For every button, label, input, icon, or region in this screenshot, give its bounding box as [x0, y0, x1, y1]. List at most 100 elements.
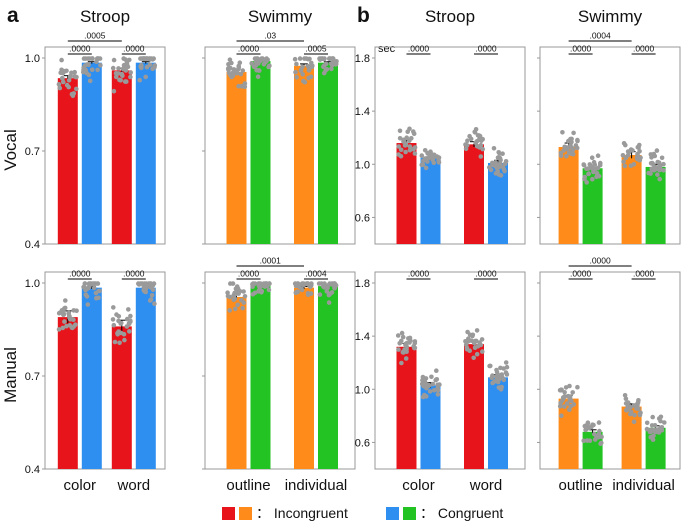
data-dot — [58, 310, 63, 315]
bar-word-incongruent — [111, 70, 132, 245]
data-dot — [474, 328, 480, 333]
data-dot — [411, 131, 417, 136]
data-dot — [266, 287, 272, 293]
data-dot — [225, 290, 230, 296]
data-dot — [227, 294, 233, 300]
data-dot — [637, 142, 642, 148]
data-dot — [650, 414, 655, 420]
data-dot — [474, 351, 480, 357]
bar-color-incongruent — [57, 78, 78, 245]
data-dot — [623, 155, 629, 161]
data-dot — [497, 151, 503, 156]
data-dot — [138, 64, 143, 69]
chart-a-manual-swimmy: outline individual .0000 .0004 .0001 — [202, 256, 356, 494]
data-dot — [412, 151, 418, 156]
data-dot — [652, 164, 657, 170]
panel-title: Stroop — [425, 7, 475, 26]
data-dot — [465, 138, 470, 143]
panel-letter-a: a — [7, 4, 19, 27]
data-dot — [69, 70, 74, 76]
data-dot — [436, 160, 442, 165]
data-dot — [66, 84, 71, 90]
data-dot — [435, 382, 440, 388]
data-dot — [294, 61, 299, 67]
data-dot — [111, 57, 117, 63]
data-dot — [401, 139, 406, 144]
data-dot — [251, 64, 257, 69]
data-dot — [494, 376, 500, 381]
data-dot — [252, 290, 258, 296]
data-dot — [74, 86, 79, 92]
data-dot — [330, 59, 336, 65]
data-dot — [622, 163, 628, 169]
data-dot — [234, 70, 240, 76]
data-dot — [147, 298, 153, 303]
data-dot — [649, 423, 655, 428]
data-dot — [648, 171, 653, 176]
data-dot — [150, 57, 156, 62]
data-dot — [562, 404, 567, 409]
significance-label: .0000 — [123, 269, 145, 279]
data-dot — [622, 393, 628, 398]
y-tick-label: 1.8 — [355, 53, 370, 65]
plot-frame — [539, 46, 681, 245]
data-dot — [595, 153, 601, 158]
data-dot — [644, 420, 650, 426]
data-dot — [74, 308, 79, 314]
data-dot — [504, 364, 510, 370]
data-dot — [240, 68, 246, 73]
data-dot — [475, 344, 481, 349]
y-tick-label: 0.6 — [355, 212, 370, 224]
data-dot — [396, 347, 401, 352]
data-dot — [329, 290, 335, 295]
bar-outline-congruent — [582, 168, 603, 244]
data-dot — [652, 153, 658, 159]
data-dot — [420, 162, 426, 167]
data-dot — [569, 145, 575, 151]
data-dot — [435, 392, 441, 397]
data-dot — [262, 284, 268, 289]
data-dot — [317, 292, 323, 297]
data-dot — [589, 155, 595, 160]
data-dot — [427, 389, 433, 394]
significance-label: .0000 — [408, 44, 430, 54]
data-dot — [397, 136, 403, 141]
data-dot — [493, 160, 498, 165]
data-dot — [402, 347, 407, 352]
bar-outline-congruent — [250, 61, 271, 244]
data-dot — [476, 137, 482, 142]
legend-swatch-stroop-incongruent — [222, 507, 235, 520]
data-dot — [656, 430, 662, 435]
data-dot — [306, 68, 312, 73]
data-dot — [400, 334, 406, 340]
data-dot — [562, 394, 567, 399]
bar-outline-incongruent — [226, 71, 247, 244]
data-dot — [86, 62, 91, 68]
data-dot — [464, 347, 470, 352]
legend: ： Incongruent ： Congruent — [222, 505, 503, 521]
data-dot — [597, 162, 603, 168]
data-dot — [560, 130, 565, 135]
data-dot — [434, 154, 440, 159]
data-dot — [332, 285, 337, 291]
data-dot — [575, 384, 580, 390]
data-dot — [94, 295, 99, 301]
bar-color-congruent — [81, 287, 102, 469]
data-dot — [407, 147, 413, 153]
y-tick-label: 1.8 — [355, 278, 370, 290]
data-dot — [636, 398, 641, 403]
data-dot — [563, 385, 569, 390]
data-dot — [647, 428, 653, 434]
bar-individual-congruent — [318, 286, 338, 469]
data-dot — [330, 56, 335, 61]
y-tick-label: 0.7 — [25, 371, 40, 383]
plot-frame — [204, 46, 356, 245]
data-dot — [144, 64, 150, 70]
data-dot — [631, 419, 637, 425]
data-dot — [62, 306, 67, 311]
data-dot — [480, 136, 486, 142]
data-dot — [491, 146, 497, 151]
significance-label: .0000 — [475, 269, 497, 279]
plot-frame — [44, 271, 166, 470]
data-dot — [655, 172, 660, 177]
